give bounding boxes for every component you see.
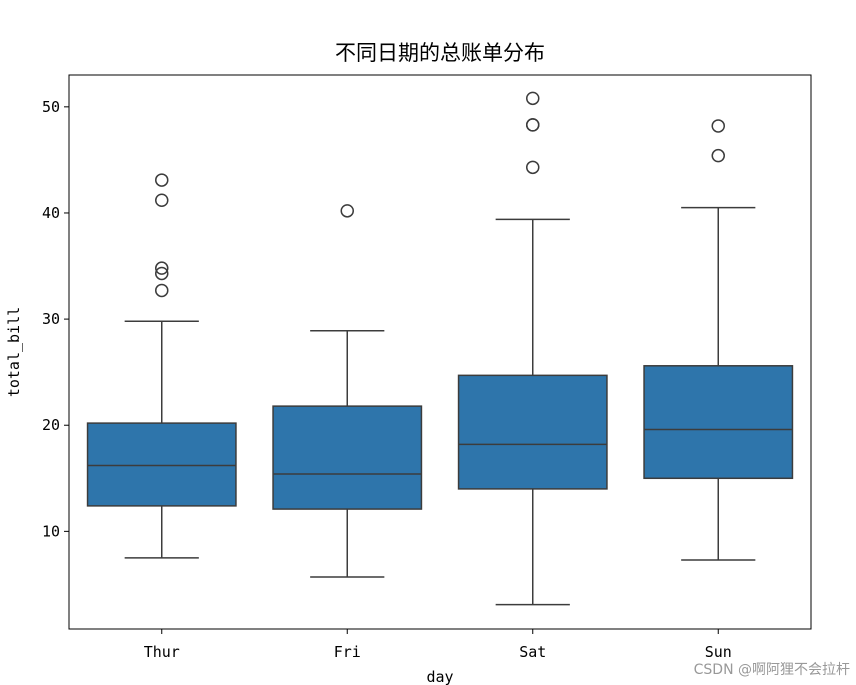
outlier-point <box>155 173 169 187</box>
outlier-point <box>711 148 725 163</box>
chart-title: 不同日期的总账单分布 <box>335 41 545 65</box>
y-axis-label: total_bill <box>5 307 23 397</box>
iqr-box <box>272 405 423 510</box>
y-tick-label: 30 <box>42 310 60 328</box>
x-tick-label: Thur <box>144 643 180 661</box>
outlier-point <box>711 119 725 133</box>
x-tick-label: Sun <box>705 643 732 661</box>
x-tick-label: Sat <box>519 643 546 661</box>
iqr-box <box>457 374 608 490</box>
outlier-point <box>526 91 540 106</box>
box-group-sun <box>643 119 794 561</box>
outlier-point <box>526 160 540 175</box>
x-axis: Thur Fri Sat Sun <box>144 629 732 661</box>
outlier-point <box>526 118 540 132</box>
box-group-thur <box>86 173 237 559</box>
outlier-point <box>155 261 169 275</box>
y-tick-label: 40 <box>42 204 60 222</box>
y-tick-label: 50 <box>42 98 60 116</box>
outlier-point <box>155 283 169 298</box>
box-group-sat <box>457 91 608 606</box>
iqr-box <box>86 422 237 507</box>
y-tick-label: 20 <box>42 416 60 434</box>
boxes-layer <box>86 91 794 606</box>
watermark-text: CSDN @啊阿狸不会拉杆 <box>693 662 850 678</box>
y-tick-label: 10 <box>42 522 60 540</box>
x-axis-label: day <box>426 668 453 685</box>
x-tick-label: Fri <box>334 643 361 661</box>
outlier-point <box>155 193 169 207</box>
box-group-fri <box>272 204 423 578</box>
plot-area-frame <box>68 74 812 630</box>
outlier-point <box>340 204 354 218</box>
iqr-box <box>643 365 794 480</box>
y-axis: 10 20 30 40 50 <box>42 98 69 540</box>
outlier-point <box>155 266 169 281</box>
